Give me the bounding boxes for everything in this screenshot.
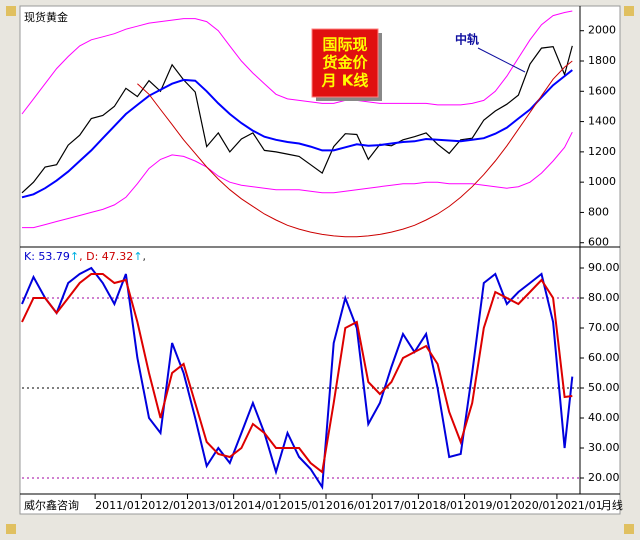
series-line: [21, 69, 573, 199]
series-line: [21, 45, 573, 194]
legend-part: K: 53.79: [24, 250, 70, 263]
x-tick-label: 2011/01: [95, 499, 141, 512]
y-tick-label: 90.00: [588, 261, 620, 274]
corner-icon: [6, 6, 16, 16]
badge-text: 月 K线: [321, 72, 369, 90]
y-tick-label: 30.00: [588, 441, 620, 454]
period-label: 月线: [601, 498, 623, 512]
y-tick-label: 600: [588, 236, 609, 249]
x-tick-label: 2016/01: [326, 499, 372, 512]
price-panel: 600 800 1000 1200 1400 1600 1800 2000: [21, 10, 616, 249]
series-line: [22, 131, 573, 229]
x-tick-label: 2013/01: [187, 499, 233, 512]
y-tick-label: 1400: [588, 115, 616, 128]
x-tick-label: 2015/01: [280, 499, 326, 512]
corner-icon: [624, 6, 634, 16]
legend-part: , D: 47.32: [79, 250, 133, 263]
corner-icon: [6, 524, 16, 534]
series-line: [21, 266, 574, 491]
series-line: [21, 10, 573, 115]
y-tick-label: 800: [588, 205, 609, 218]
series-line: [137, 60, 573, 238]
x-tick-label: 2019/01: [465, 499, 511, 512]
legend-part: ,: [143, 250, 147, 263]
y-tick-label: 1200: [588, 145, 616, 158]
y-tick-label: 2000: [588, 24, 616, 37]
y-tick-label: 80.00: [588, 291, 620, 304]
badge-text: 货金价: [322, 54, 368, 72]
annotation-arrow: [477, 47, 526, 73]
x-tick-label: 2020/01: [511, 499, 557, 512]
y-tick-label: 1600: [588, 84, 616, 97]
y-tick-label: 1800: [588, 54, 616, 67]
corner-icon: [624, 524, 634, 534]
x-tick-label: 2018/01: [418, 499, 464, 512]
y-tick-label: 1000: [588, 175, 616, 188]
y-tick-label: 20.00: [588, 471, 620, 484]
y-tick-label: 60.00: [588, 351, 620, 364]
badge-text: 国际现: [322, 36, 367, 54]
y-tick-label: 40.00: [588, 411, 620, 424]
footer: 威尔鑫咨询: [24, 498, 79, 512]
x-tick-label: 2017/01: [372, 499, 418, 512]
x-tick-label: 2021/01: [557, 499, 603, 512]
x-tick-label: 2012/01: [141, 499, 187, 512]
legend-part: ↑: [133, 250, 142, 263]
annotation: 中轨: [455, 32, 479, 47]
series-line: [21, 273, 573, 474]
legend-part: ↑: [70, 250, 79, 263]
x-tick-label: 2014/01: [234, 499, 280, 512]
badge: [311, 28, 379, 98]
y-tick-label: 50.00: [588, 381, 620, 394]
legend: K: 53.79↑, D: 47.32↑,: [24, 250, 146, 263]
y-tick-label: 70.00: [588, 321, 620, 334]
kd-panel: 20.00 30.00 40.00 50.00 60.00 70.00 80.00 90.00…: [21, 250, 620, 491]
chart-title: 现货黄金: [24, 10, 68, 24]
